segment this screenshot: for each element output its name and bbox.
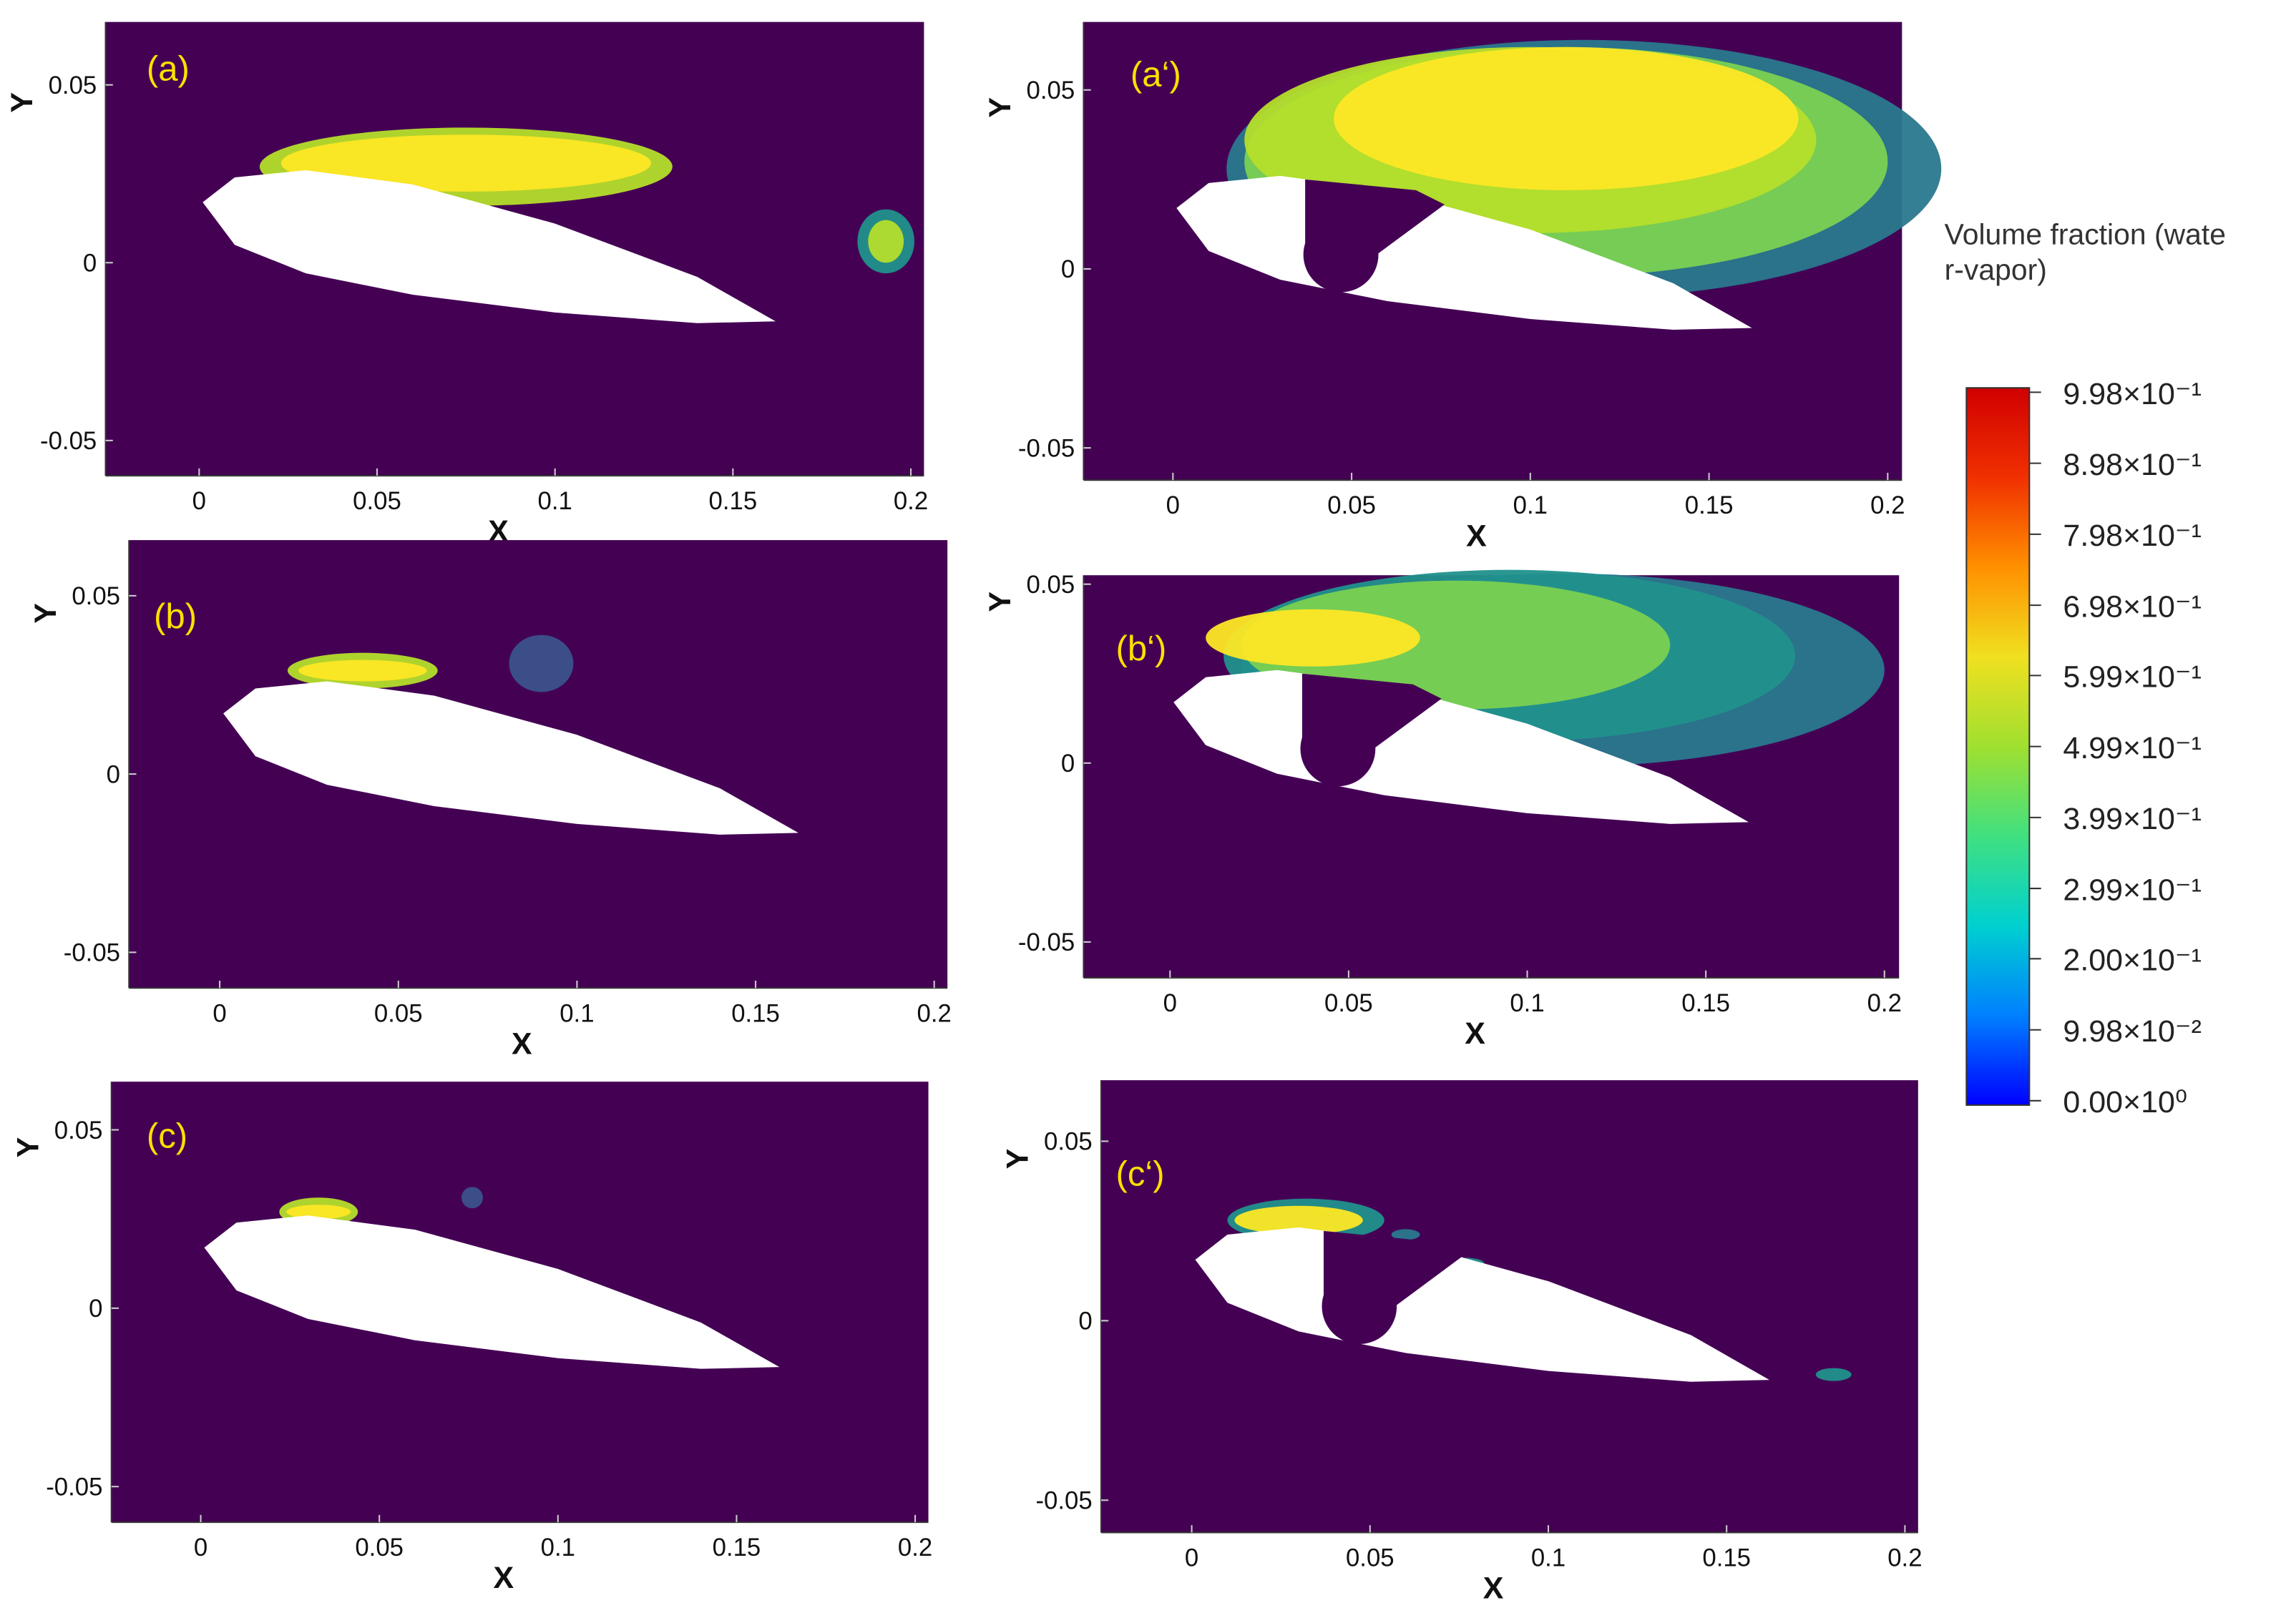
y-tick-label: 0.05 bbox=[72, 583, 120, 610]
colorbar-tick-label: 8.98×10⁻¹ bbox=[2063, 448, 2202, 482]
vapor-region bbox=[298, 660, 427, 682]
y-axis-label: Y bbox=[5, 92, 39, 113]
y-axis-label: Y bbox=[11, 1137, 45, 1158]
vapor-region bbox=[1206, 609, 1420, 667]
y-tick-label: 0 bbox=[89, 1295, 102, 1323]
x-tick-label: 0.15 bbox=[709, 488, 758, 515]
x-tick-label: 0 bbox=[192, 488, 206, 515]
x-tick-label: 0.05 bbox=[1346, 1545, 1394, 1572]
hydrofoil bbox=[223, 681, 798, 835]
colorbar-title: r-vapor) bbox=[1945, 253, 2047, 286]
x-tick-label: 0.15 bbox=[731, 1000, 780, 1027]
vapor-region bbox=[1334, 46, 1799, 190]
hydrofoil bbox=[204, 1215, 780, 1369]
y-tick-label: 0 bbox=[83, 250, 97, 278]
y-tick-label: 0.05 bbox=[1027, 572, 1075, 599]
vapor-region bbox=[1391, 1229, 1420, 1240]
y-tick-label: 0.05 bbox=[1027, 77, 1075, 104]
x-tick-label: 0.15 bbox=[1681, 990, 1730, 1017]
x-axis-label: X bbox=[512, 1026, 532, 1061]
x-tick-label: 0.1 bbox=[541, 1534, 575, 1561]
x-tick-label: 0.2 bbox=[1867, 990, 1902, 1017]
y-tick-label: 0 bbox=[1061, 750, 1075, 778]
vapor-region bbox=[280, 134, 651, 192]
vapor-region bbox=[1815, 1368, 1852, 1381]
x-tick-label: 0 bbox=[1163, 990, 1177, 1017]
y-tick-label: -0.05 bbox=[40, 428, 97, 455]
x-tick-label: 0.1 bbox=[560, 1000, 594, 1027]
x-tick-label: 0.05 bbox=[355, 1534, 404, 1561]
y-tick-label: 0 bbox=[1078, 1308, 1092, 1335]
x-tick-label: 0.1 bbox=[1513, 492, 1548, 519]
slot-hole bbox=[1322, 1268, 1397, 1344]
x-tick-label: 0 bbox=[1185, 1545, 1198, 1572]
x-tick-label: 0.2 bbox=[894, 488, 928, 515]
colorbar-tick-label: 9.98×10⁻² bbox=[2063, 1014, 2202, 1049]
x-tick-label: 0.15 bbox=[1685, 492, 1734, 519]
x-axis-label: X bbox=[1465, 1016, 1485, 1051]
panel-label: (a‘) bbox=[1130, 56, 1181, 94]
y-axis-label: Y bbox=[983, 97, 1017, 118]
vapor-region bbox=[868, 220, 904, 263]
colorbar-tick-label: 2.99×10⁻¹ bbox=[2063, 873, 2202, 907]
vapor-region bbox=[461, 1187, 483, 1209]
slot-hole bbox=[1300, 711, 1376, 787]
colorbar-tick-label: 5.99×10⁻¹ bbox=[2063, 660, 2202, 695]
x-tick-label: 0 bbox=[1166, 492, 1180, 519]
colorbar-tick-label: 4.99×10⁻¹ bbox=[2063, 731, 2202, 765]
y-tick-label: -0.05 bbox=[1018, 435, 1075, 462]
y-tick-label: -0.05 bbox=[46, 1474, 102, 1501]
colorbar-tick-label: 0.00×10⁰ bbox=[2063, 1085, 2187, 1119]
y-axis-label: Y bbox=[29, 603, 63, 624]
panel-label: (b‘) bbox=[1115, 629, 1166, 668]
x-tick-label: 0 bbox=[212, 1000, 226, 1027]
colorbar-tick-label: 9.98×10⁻¹ bbox=[2063, 377, 2202, 411]
x-axis-label: X bbox=[493, 1561, 514, 1595]
x-tick-label: 0.05 bbox=[1327, 492, 1376, 519]
x-tick-label: 0.2 bbox=[1870, 492, 1905, 519]
y-axis-label: Y bbox=[983, 592, 1017, 612]
x-axis-label: X bbox=[1466, 519, 1487, 553]
x-tick-label: 0.05 bbox=[1324, 990, 1373, 1017]
colorbar-tick-label: 2.00×10⁻¹ bbox=[2063, 943, 2202, 978]
y-tick-label: 0.05 bbox=[1044, 1129, 1093, 1156]
x-tick-label: 0.05 bbox=[353, 488, 401, 515]
y-tick-label: -0.05 bbox=[1018, 929, 1075, 956]
colorbar-tick-label: 7.98×10⁻¹ bbox=[2063, 519, 2202, 553]
colorbar-title: Volume fraction (wate bbox=[1945, 218, 2226, 251]
x-tick-label: 0.2 bbox=[1887, 1545, 1922, 1572]
colorbar bbox=[1965, 387, 2031, 1106]
vapor-region bbox=[286, 1205, 351, 1220]
vapor-region bbox=[509, 634, 574, 692]
x-tick-label: 0.05 bbox=[374, 1000, 423, 1027]
panel-label: (b) bbox=[154, 597, 197, 636]
colorbar-tick-label: 3.99×10⁻¹ bbox=[2063, 802, 2202, 836]
panel-label: (a) bbox=[147, 50, 190, 89]
hydrofoil bbox=[202, 170, 776, 323]
slot-hole bbox=[1303, 217, 1379, 293]
y-tick-label: 0.05 bbox=[49, 72, 97, 99]
y-tick-label: -0.05 bbox=[64, 940, 120, 967]
x-tick-label: 0.2 bbox=[898, 1534, 932, 1561]
y-tick-label: -0.05 bbox=[1035, 1488, 1092, 1515]
x-tick-label: 0 bbox=[194, 1534, 207, 1561]
x-tick-label: 0.1 bbox=[1510, 990, 1544, 1017]
y-axis-label: Y bbox=[1001, 1149, 1035, 1170]
y-tick-label: 0 bbox=[107, 761, 120, 788]
x-axis-label: X bbox=[1483, 1572, 1504, 1606]
vapor-region bbox=[1234, 1205, 1363, 1235]
x-tick-label: 0.15 bbox=[1702, 1545, 1751, 1572]
panel-label: (c) bbox=[147, 1117, 187, 1155]
colorbar-tick-label: 6.98×10⁻¹ bbox=[2063, 589, 2202, 624]
x-tick-label: 0.1 bbox=[1531, 1545, 1565, 1572]
panel-label: (c‘) bbox=[1115, 1154, 1164, 1193]
x-tick-label: 0.15 bbox=[713, 1534, 761, 1561]
x-tick-label: 0.1 bbox=[538, 488, 572, 515]
y-tick-label: 0.05 bbox=[54, 1117, 103, 1144]
x-tick-label: 0.2 bbox=[917, 1000, 952, 1027]
y-tick-label: 0 bbox=[1061, 256, 1075, 283]
